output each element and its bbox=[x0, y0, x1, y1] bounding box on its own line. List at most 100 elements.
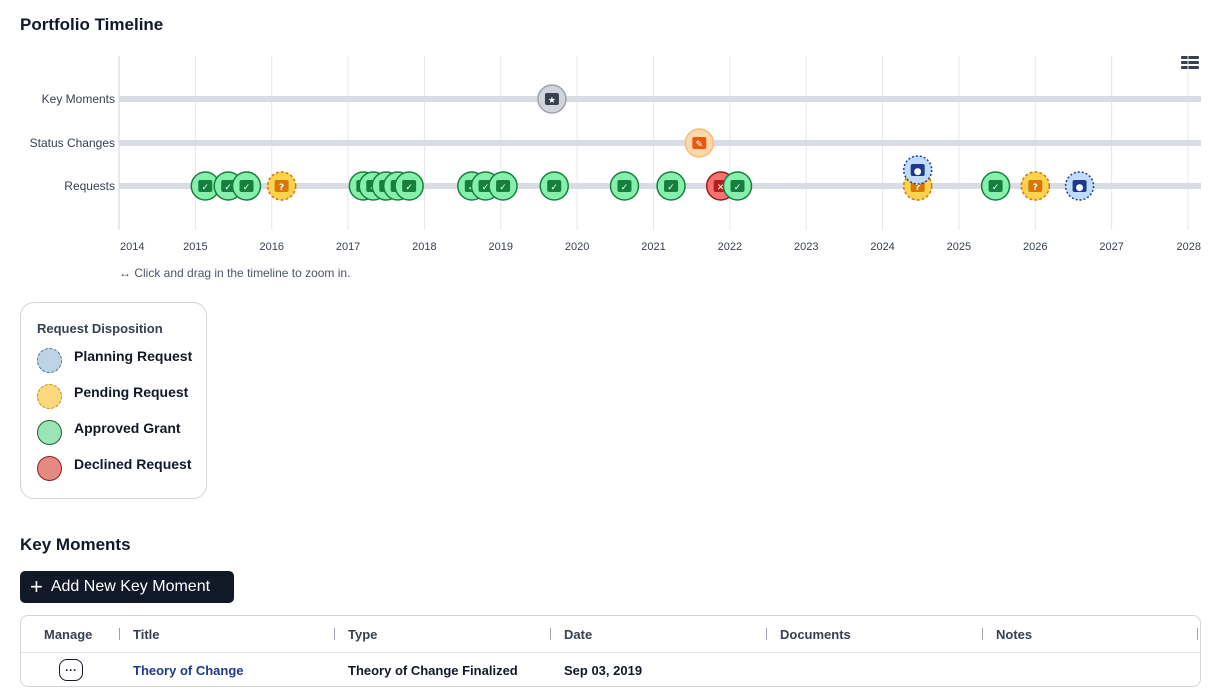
legend: Request Disposition Planning Request Pen… bbox=[20, 302, 207, 499]
approved-marker[interactable]: ✓ bbox=[656, 171, 686, 201]
x-tick-label: 2014 bbox=[120, 241, 144, 253]
approved-marker[interactable]: ✓ bbox=[488, 171, 518, 201]
folder-check-icon bbox=[239, 180, 254, 192]
folder-question-icon-glyph: ? bbox=[279, 183, 284, 193]
approved-marker[interactable]: ✓ bbox=[231, 171, 262, 201]
table-row: ··· Theory of Change Theory of Change Fi… bbox=[21, 652, 1200, 686]
legend-label: Pending Request bbox=[74, 384, 189, 400]
approved-marker[interactable]: ✓ bbox=[609, 171, 640, 201]
hamburger-menu-icon[interactable] bbox=[1180, 54, 1200, 72]
x-tick-label: 2015 bbox=[183, 241, 207, 253]
folder-edit-icon bbox=[692, 137, 707, 149]
folder-check-icon bbox=[988, 180, 1003, 192]
folder-lock-icon bbox=[1072, 180, 1087, 192]
approved-marker[interactable]: ✓ bbox=[722, 171, 753, 201]
folder-check-icon bbox=[402, 180, 417, 192]
planning-marker[interactable]: ● bbox=[1064, 171, 1095, 201]
row-type: Theory of Change Finalized bbox=[348, 662, 518, 678]
lane-label: Requests bbox=[64, 179, 115, 193]
key-moments-table: Manage Title Type Date Documents Notes ·… bbox=[20, 615, 1201, 687]
folder-check-icon bbox=[617, 180, 632, 192]
timeline-title: Portfolio Timeline bbox=[20, 15, 164, 34]
column-resizer[interactable] bbox=[334, 628, 335, 640]
legend-label: Approved Grant bbox=[74, 420, 181, 436]
x-tick-label: 2022 bbox=[718, 241, 742, 253]
approved-marker[interactable]: ✓ bbox=[539, 171, 569, 201]
folder-question-icon bbox=[274, 180, 289, 192]
x-tick-label: 2027 bbox=[1099, 241, 1123, 253]
legend-item-pending: Pending Request bbox=[37, 383, 188, 409]
legend-item-planning: Planning Request bbox=[37, 347, 192, 373]
folder-question-icon-glyph: ? bbox=[915, 183, 920, 193]
folder-check-icon bbox=[496, 180, 511, 192]
folder-check-icon bbox=[730, 180, 745, 192]
column-resizer[interactable] bbox=[766, 628, 767, 640]
column-resizer[interactable] bbox=[982, 628, 983, 640]
legend-label: Declined Request bbox=[74, 456, 192, 472]
approved-marker[interactable]: ✓ bbox=[394, 171, 424, 201]
folder-check-icon-glyph: ✓ bbox=[202, 183, 210, 193]
row-date: Sep 03, 2019 bbox=[564, 662, 643, 678]
folder-check-icon-glyph: ✓ bbox=[405, 183, 413, 193]
calendar-star-icon-glyph: ★ bbox=[548, 96, 556, 106]
column-header-documents[interactable]: Documents bbox=[780, 626, 851, 642]
approved-marker[interactable]: ✓ bbox=[980, 171, 1011, 201]
column-resizer[interactable] bbox=[550, 628, 551, 640]
key-moments-title: Key Moments bbox=[20, 535, 131, 554]
x-tick-label: 2023 bbox=[794, 241, 818, 253]
legend-label: Planning Request bbox=[74, 348, 193, 364]
add-key-moment-button[interactable]: + Add New Key Moment bbox=[20, 571, 234, 603]
status_change-marker[interactable]: ✎ bbox=[684, 128, 715, 158]
column-header-type[interactable]: Type bbox=[348, 626, 378, 642]
x-tick-label: 2025 bbox=[947, 241, 971, 253]
folder-question-icon-glyph: ? bbox=[1033, 183, 1038, 193]
column-header-title[interactable]: Title bbox=[133, 626, 160, 642]
folder-check-icon bbox=[547, 180, 562, 192]
folder-check-icon-glyph: ✓ bbox=[734, 183, 742, 193]
x-tick-label: 2018 bbox=[412, 241, 436, 253]
planning-marker[interactable]: ● bbox=[902, 155, 933, 185]
approved-swatch-icon bbox=[37, 419, 62, 445]
folder-lock-icon-glyph: ● bbox=[1076, 183, 1084, 193]
column-header-notes[interactable]: Notes bbox=[996, 626, 1033, 642]
folder-check-icon-glyph: ✓ bbox=[550, 183, 558, 193]
x-tick-label: 2019 bbox=[489, 241, 513, 253]
timeline-chart[interactable]: 2014 2015 2016 2017 2018 2019 2020 2021 2022 2023… bbox=[0, 40, 1213, 255]
folder-check-icon-glyph: ✓ bbox=[243, 183, 251, 193]
x-tick-label: 2026 bbox=[1023, 241, 1047, 253]
folder-question-icon bbox=[1028, 180, 1043, 192]
folder-lock-icon bbox=[910, 164, 925, 176]
x-tick-label: 2020 bbox=[565, 241, 589, 253]
planning-swatch-icon bbox=[37, 347, 62, 373]
column-resizer[interactable] bbox=[1197, 628, 1198, 640]
folder-edit-icon-glyph: ✎ bbox=[696, 140, 704, 150]
folder-check-icon-glyph: ✓ bbox=[224, 183, 232, 193]
x-tick-label: 2024 bbox=[870, 241, 894, 253]
pending-marker[interactable]: ? bbox=[1020, 171, 1051, 201]
folder-lock-icon-glyph: ● bbox=[914, 167, 922, 177]
pending-swatch-icon bbox=[37, 383, 62, 409]
zoom-hint: ↔ Click and drag in the timeline to zoom… bbox=[119, 266, 351, 280]
legend-item-approved: Approved Grant bbox=[37, 419, 181, 445]
lane-bar bbox=[119, 96, 1201, 102]
key_moment-marker[interactable]: ★ bbox=[537, 84, 567, 114]
lane-label: Status Changes bbox=[30, 136, 115, 150]
lane-bar bbox=[119, 140, 1201, 146]
column-header-date[interactable]: Date bbox=[564, 626, 593, 642]
folder-check-icon bbox=[664, 180, 679, 192]
folder-x-icon-glyph: ✕ bbox=[717, 183, 725, 193]
pending-marker[interactable]: ? bbox=[266, 171, 297, 201]
x-tick-label: 2028 bbox=[1177, 241, 1201, 253]
column-resizer[interactable] bbox=[119, 628, 120, 640]
folder-check-icon-glyph: ✓ bbox=[499, 183, 507, 193]
x-tick-label: 2017 bbox=[336, 241, 360, 253]
x-tick-label: 2021 bbox=[641, 241, 665, 253]
ellipsis-icon[interactable]: ··· bbox=[59, 659, 83, 681]
row-title-link[interactable]: Theory of Change bbox=[133, 662, 244, 678]
folder-check-icon-glyph: ✓ bbox=[621, 183, 629, 193]
column-header-manage[interactable]: Manage bbox=[44, 626, 93, 642]
lane-label: Key Moments bbox=[42, 92, 115, 106]
declined-swatch-icon bbox=[37, 455, 62, 481]
folder-check-icon bbox=[198, 180, 213, 192]
folder-check-icon bbox=[221, 180, 236, 192]
